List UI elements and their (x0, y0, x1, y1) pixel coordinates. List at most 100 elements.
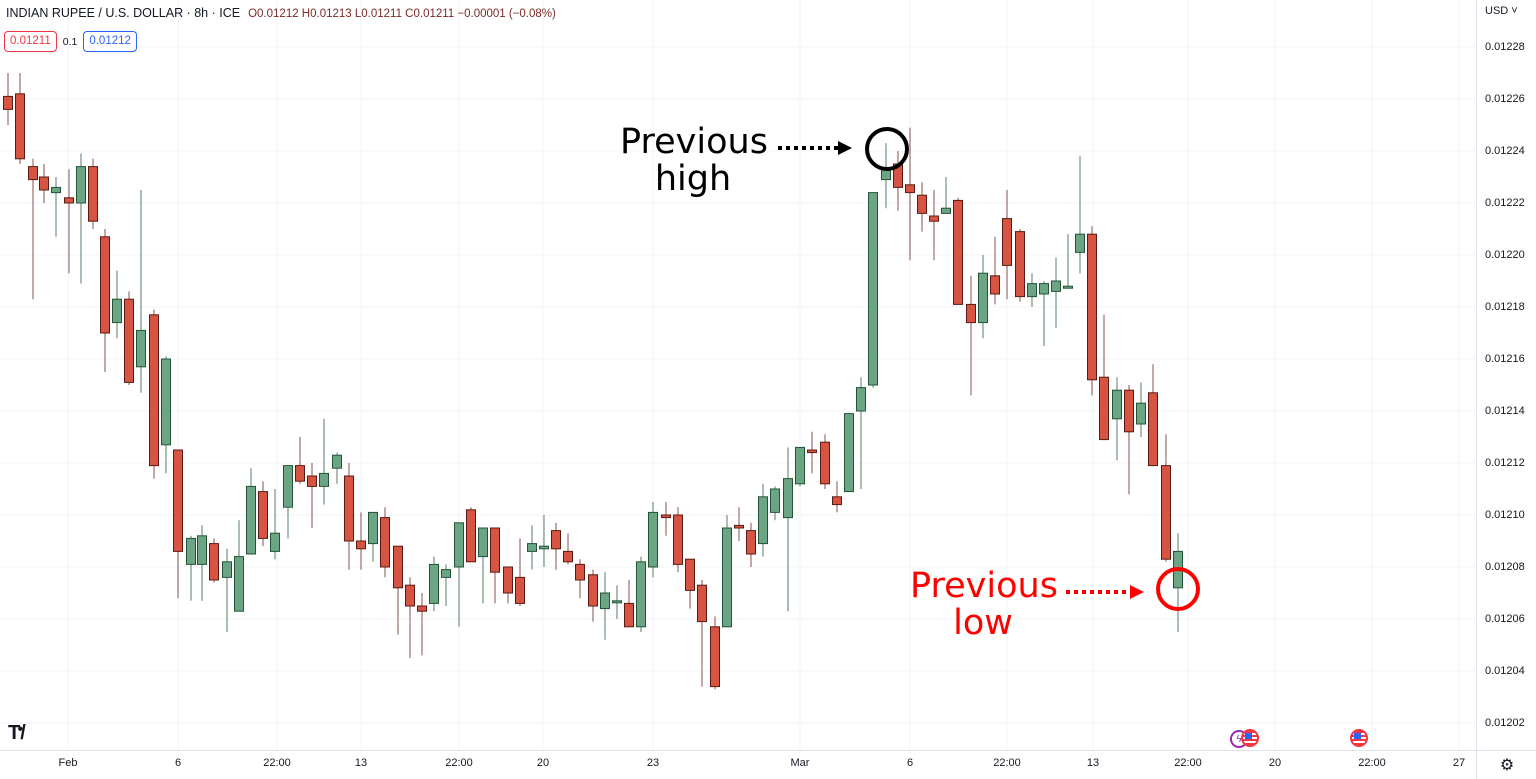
price-tick: 0.01224 (1485, 145, 1525, 157)
price-axis[interactable]: USD ˅ 0.01228 0.01226 0.01224 0.01222 0.0122… (1476, 0, 1536, 750)
candle (429, 556, 439, 612)
candle (563, 533, 573, 565)
time-tick: 6 (906, 757, 914, 769)
time-tick: 22:00 (1358, 757, 1386, 769)
candle (758, 483, 768, 557)
previous-low-label-line2: low (953, 602, 1013, 643)
candle (929, 190, 939, 261)
candle (734, 507, 744, 541)
candle (624, 580, 634, 628)
candle (722, 515, 732, 628)
candle (319, 418, 329, 505)
chart-settings-button[interactable]: ⚙ (1476, 750, 1536, 779)
candle (490, 527, 500, 604)
us-flag-event-icon[interactable] (1241, 729, 1259, 747)
candle (100, 229, 110, 372)
chart-plot-area[interactable]: INDIAN RUPEE / U.S. DOLLAR · 8h · ICE O0.… (0, 0, 1476, 750)
candle (197, 525, 207, 601)
candle (539, 515, 549, 567)
price-tick: 0.01218 (1485, 301, 1525, 313)
candle (588, 569, 598, 622)
gear-icon: ⚙ (1499, 757, 1515, 774)
candle (441, 564, 451, 606)
price-tick: 0.01222 (1485, 197, 1525, 209)
time-tick: 23 (646, 757, 660, 769)
candle (612, 585, 622, 619)
candle (503, 566, 513, 604)
price-tick: 0.01204 (1485, 665, 1525, 677)
previous-low-label: Previous low (908, 568, 1060, 642)
time-axis[interactable]: Feb 6 22:00 13 22:00 20 23 Mar 6 22:00 13 22:00 20 22… (0, 750, 1476, 779)
candle (770, 486, 780, 521)
price-tick: 0.01228 (1485, 41, 1525, 53)
buy-price-button[interactable]: 0.01212 (83, 31, 137, 52)
candle (344, 463, 354, 570)
candle (868, 192, 878, 388)
symbol-title[interactable]: INDIAN RUPEE / U.S. DOLLAR · 8h · ICE (6, 6, 241, 20)
bid-ask-quotes: 0.01211 0.1 0.01212 (4, 31, 137, 52)
candle (795, 446, 805, 487)
spread-value: 0.1 (62, 35, 78, 48)
candle (417, 593, 427, 656)
candle (746, 522, 756, 567)
candle (1075, 156, 1085, 274)
candle (173, 449, 183, 599)
price-tick: 0.01202 (1485, 717, 1525, 729)
candle (527, 525, 537, 570)
sell-price-button[interactable]: 0.01211 (4, 31, 57, 52)
candle (405, 577, 415, 658)
candle (1002, 190, 1012, 300)
time-tick: 6 (174, 757, 182, 769)
price-tick: 0.01216 (1485, 353, 1525, 365)
us-flag-event-icon[interactable] (1350, 729, 1368, 747)
candle (807, 431, 817, 474)
candle (820, 434, 830, 489)
candle (332, 452, 342, 484)
candle (1124, 385, 1134, 495)
candle (1112, 377, 1122, 461)
candle (64, 169, 74, 274)
candle (307, 463, 317, 528)
candle (856, 377, 866, 489)
candle (941, 177, 951, 214)
time-tick: 22:00 (993, 757, 1021, 769)
previous-high-label-line1: Previous (620, 122, 768, 162)
time-tick: 13 (354, 757, 368, 769)
price-tick: 0.01206 (1485, 613, 1525, 625)
candle (186, 535, 196, 601)
ohlc-values: O0.01212 H0.01213 L0.01211 C0.01211 −0.0… (248, 8, 556, 20)
candle (661, 502, 671, 536)
candle (234, 520, 244, 612)
time-tick: 20 (536, 757, 550, 769)
candle (1051, 257, 1061, 328)
time-tick: 22:00 (263, 757, 291, 769)
candle (1063, 234, 1073, 289)
time-tick: Feb (58, 757, 78, 769)
currency-selector[interactable]: USD ˅ (1485, 5, 1518, 17)
time-tick: Mar (790, 757, 810, 769)
candle (1027, 273, 1037, 307)
time-tick: 22:00 (445, 757, 473, 769)
price-tick: 0.01208 (1485, 561, 1525, 573)
candle (1015, 229, 1025, 302)
candle (1136, 382, 1146, 437)
candle (978, 255, 988, 339)
candle (28, 158, 38, 300)
candle (393, 545, 403, 635)
candle (917, 182, 927, 232)
candle (258, 481, 268, 547)
candle (551, 522, 561, 570)
candle (685, 558, 695, 609)
candle (600, 572, 610, 640)
price-tick: 0.01210 (1485, 509, 1525, 521)
price-tick: 0.01220 (1485, 249, 1525, 261)
price-tick: 0.01214 (1485, 405, 1525, 417)
previous-high-circle (865, 127, 909, 171)
candle (832, 481, 842, 513)
candle (161, 356, 171, 474)
candle (710, 616, 720, 690)
tradingview-logo[interactable]: T●/ (8, 722, 26, 744)
previous-low-label-line1: Previous (910, 566, 1058, 606)
candle (283, 465, 293, 539)
candle (222, 548, 232, 632)
